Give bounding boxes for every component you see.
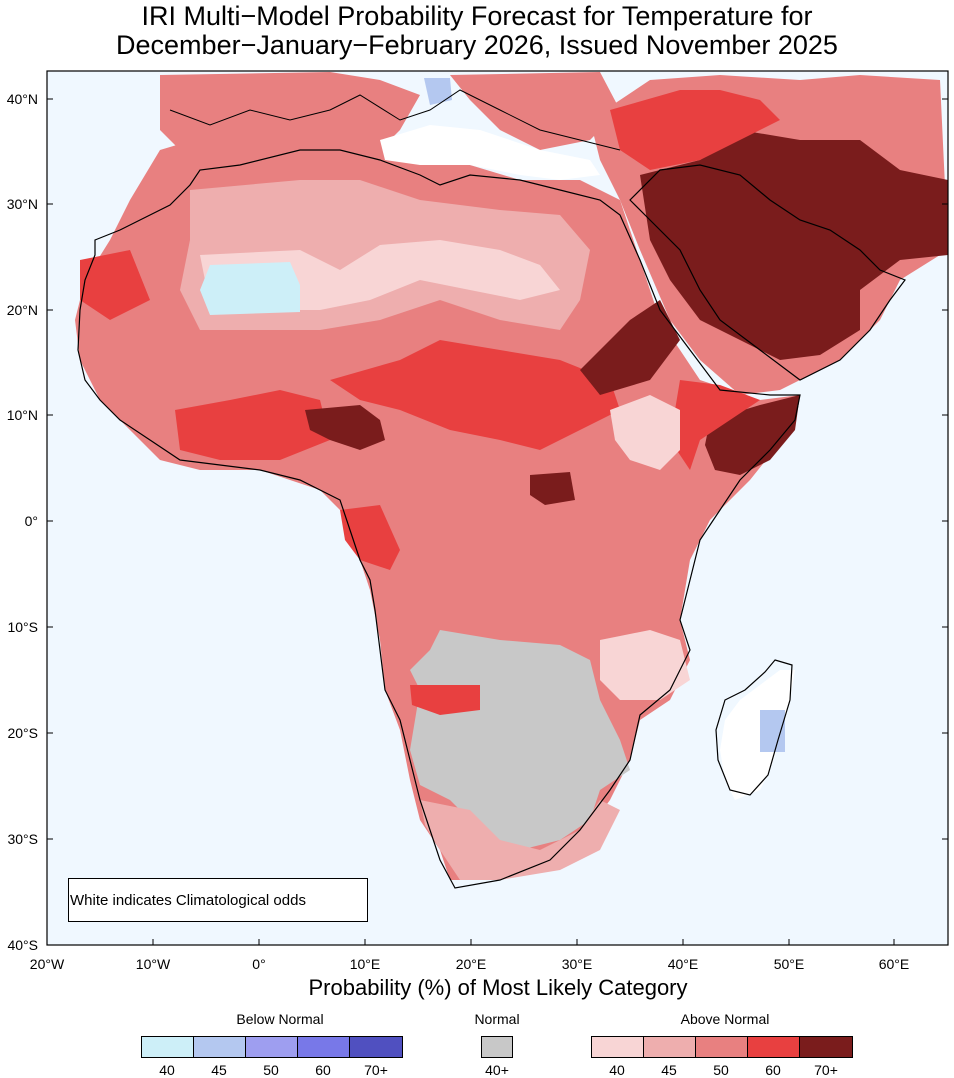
lon-label-20w: 20°W — [29, 956, 65, 972]
legend-tick-below-45: 45 — [211, 1062, 227, 1078]
lon-label-10w: 10°W — [135, 956, 171, 972]
legend-tick-above-50: 50 — [713, 1062, 729, 1078]
lat-label-equator: 0° — [24, 513, 38, 529]
lon-label-0: 0° — [252, 956, 266, 972]
map-ticks — [47, 98, 948, 945]
climatological-odds-note: White indicates Climatological odds — [68, 878, 368, 922]
map-frame — [46, 70, 949, 946]
legend-tick-above-40: 40 — [609, 1062, 625, 1078]
lat-label-20s: 20°S — [7, 725, 38, 741]
sahel-above-normal-60 — [330, 340, 620, 450]
lat-label-20n: 20°N — [6, 302, 38, 318]
levant-above-normal-60 — [610, 90, 780, 170]
probability-regions — [75, 72, 948, 880]
africa-coastline — [77, 149, 801, 889]
lat-label-30s: 30°S — [7, 831, 38, 847]
lon-label-10e: 10°E — [349, 956, 381, 972]
map-title-line-1: IRI Multi−Model Probability Forecast for… — [141, 1, 813, 31]
southern-tip-above-normal-45 — [420, 800, 620, 880]
legend-swatch-above-60 — [747, 1036, 800, 1058]
legend-swatch-normal-40 — [481, 1036, 513, 1058]
sahara-below-normal-40 — [200, 262, 300, 315]
arabia-above-normal-70 — [640, 130, 948, 360]
madagascar-climatology — [720, 670, 795, 800]
lon-label-20e: 20°E — [455, 956, 487, 972]
lat-label-40n: 40°N — [6, 91, 38, 107]
west-africa-above-normal-60 — [175, 390, 330, 460]
legend-group-above-normal: Above Normal — [680, 1011, 770, 1027]
europe-above-normal-50-east — [450, 72, 620, 150]
lon-label-40e: 40°E — [667, 956, 699, 972]
east-africa-above-normal-60 — [670, 380, 760, 470]
coastlines — [77, 89, 906, 889]
lon-label-30e: 30°E — [561, 956, 593, 972]
legend-swatch-above-50 — [695, 1036, 748, 1058]
legend-swatch-below-40 — [141, 1036, 194, 1058]
angola-above-normal-60 — [410, 685, 480, 715]
legend-tick-normal-40: 40+ — [485, 1062, 509, 1078]
madagascar-below-normal-45 — [760, 710, 785, 752]
gulf-above-normal-60 — [340, 505, 400, 570]
map-title-line-2: December−January−February 2026, Issued N… — [116, 30, 838, 60]
lat-label-10n: 10°N — [6, 407, 38, 423]
mozambique-above-normal-40 — [600, 630, 690, 700]
legend-tick-below-50: 50 — [263, 1062, 279, 1078]
lon-label-50e: 50°E — [773, 956, 805, 972]
central-africa-above-normal-70 — [530, 472, 575, 505]
europe-below-normal-45 — [424, 78, 452, 105]
lon-label-60e: 60°E — [878, 956, 910, 972]
legend-tick-above-70: 70+ — [814, 1062, 838, 1078]
madagascar-coastline — [715, 659, 793, 796]
legend-swatch-above-70 — [799, 1036, 853, 1058]
legend-swatch-above-45 — [643, 1036, 696, 1058]
legend-swatch-below-45 — [193, 1036, 246, 1058]
legend-group-below-normal: Below Normal — [236, 1011, 324, 1027]
lat-label-40s: 40°S — [7, 937, 38, 953]
arabia-coastline — [629, 164, 906, 381]
mediterranean-north-coastline — [169, 89, 621, 151]
sudan-above-normal-70 — [580, 300, 680, 395]
nigeria-above-normal-70 — [305, 405, 385, 450]
legend-swatch-below-70 — [349, 1036, 403, 1058]
legend-swatch-below-60 — [297, 1036, 350, 1058]
legend-group-normal: Normal — [474, 1011, 520, 1027]
west-coast-above-normal-60 — [80, 250, 150, 320]
legend-tick-below-70: 70+ — [364, 1062, 388, 1078]
legend-title: Probability (%) of Most Likely Category — [308, 975, 688, 1000]
ethiopia-above-normal-40 — [610, 395, 680, 470]
europe-above-normal-50 — [160, 72, 420, 150]
legend-tick-above-45: 45 — [661, 1062, 677, 1078]
lat-label-10s: 10°S — [7, 619, 38, 635]
mediterranean-climatology — [380, 125, 600, 180]
legend-tick-below-60: 60 — [315, 1062, 331, 1078]
legend-tick-below-40: 40 — [159, 1062, 175, 1078]
legend-swatch-above-40 — [591, 1036, 644, 1058]
legend-tick-above-60: 60 — [765, 1062, 781, 1078]
legend-swatch-below-50 — [245, 1036, 298, 1058]
lat-label-30n: 30°N — [6, 196, 38, 212]
